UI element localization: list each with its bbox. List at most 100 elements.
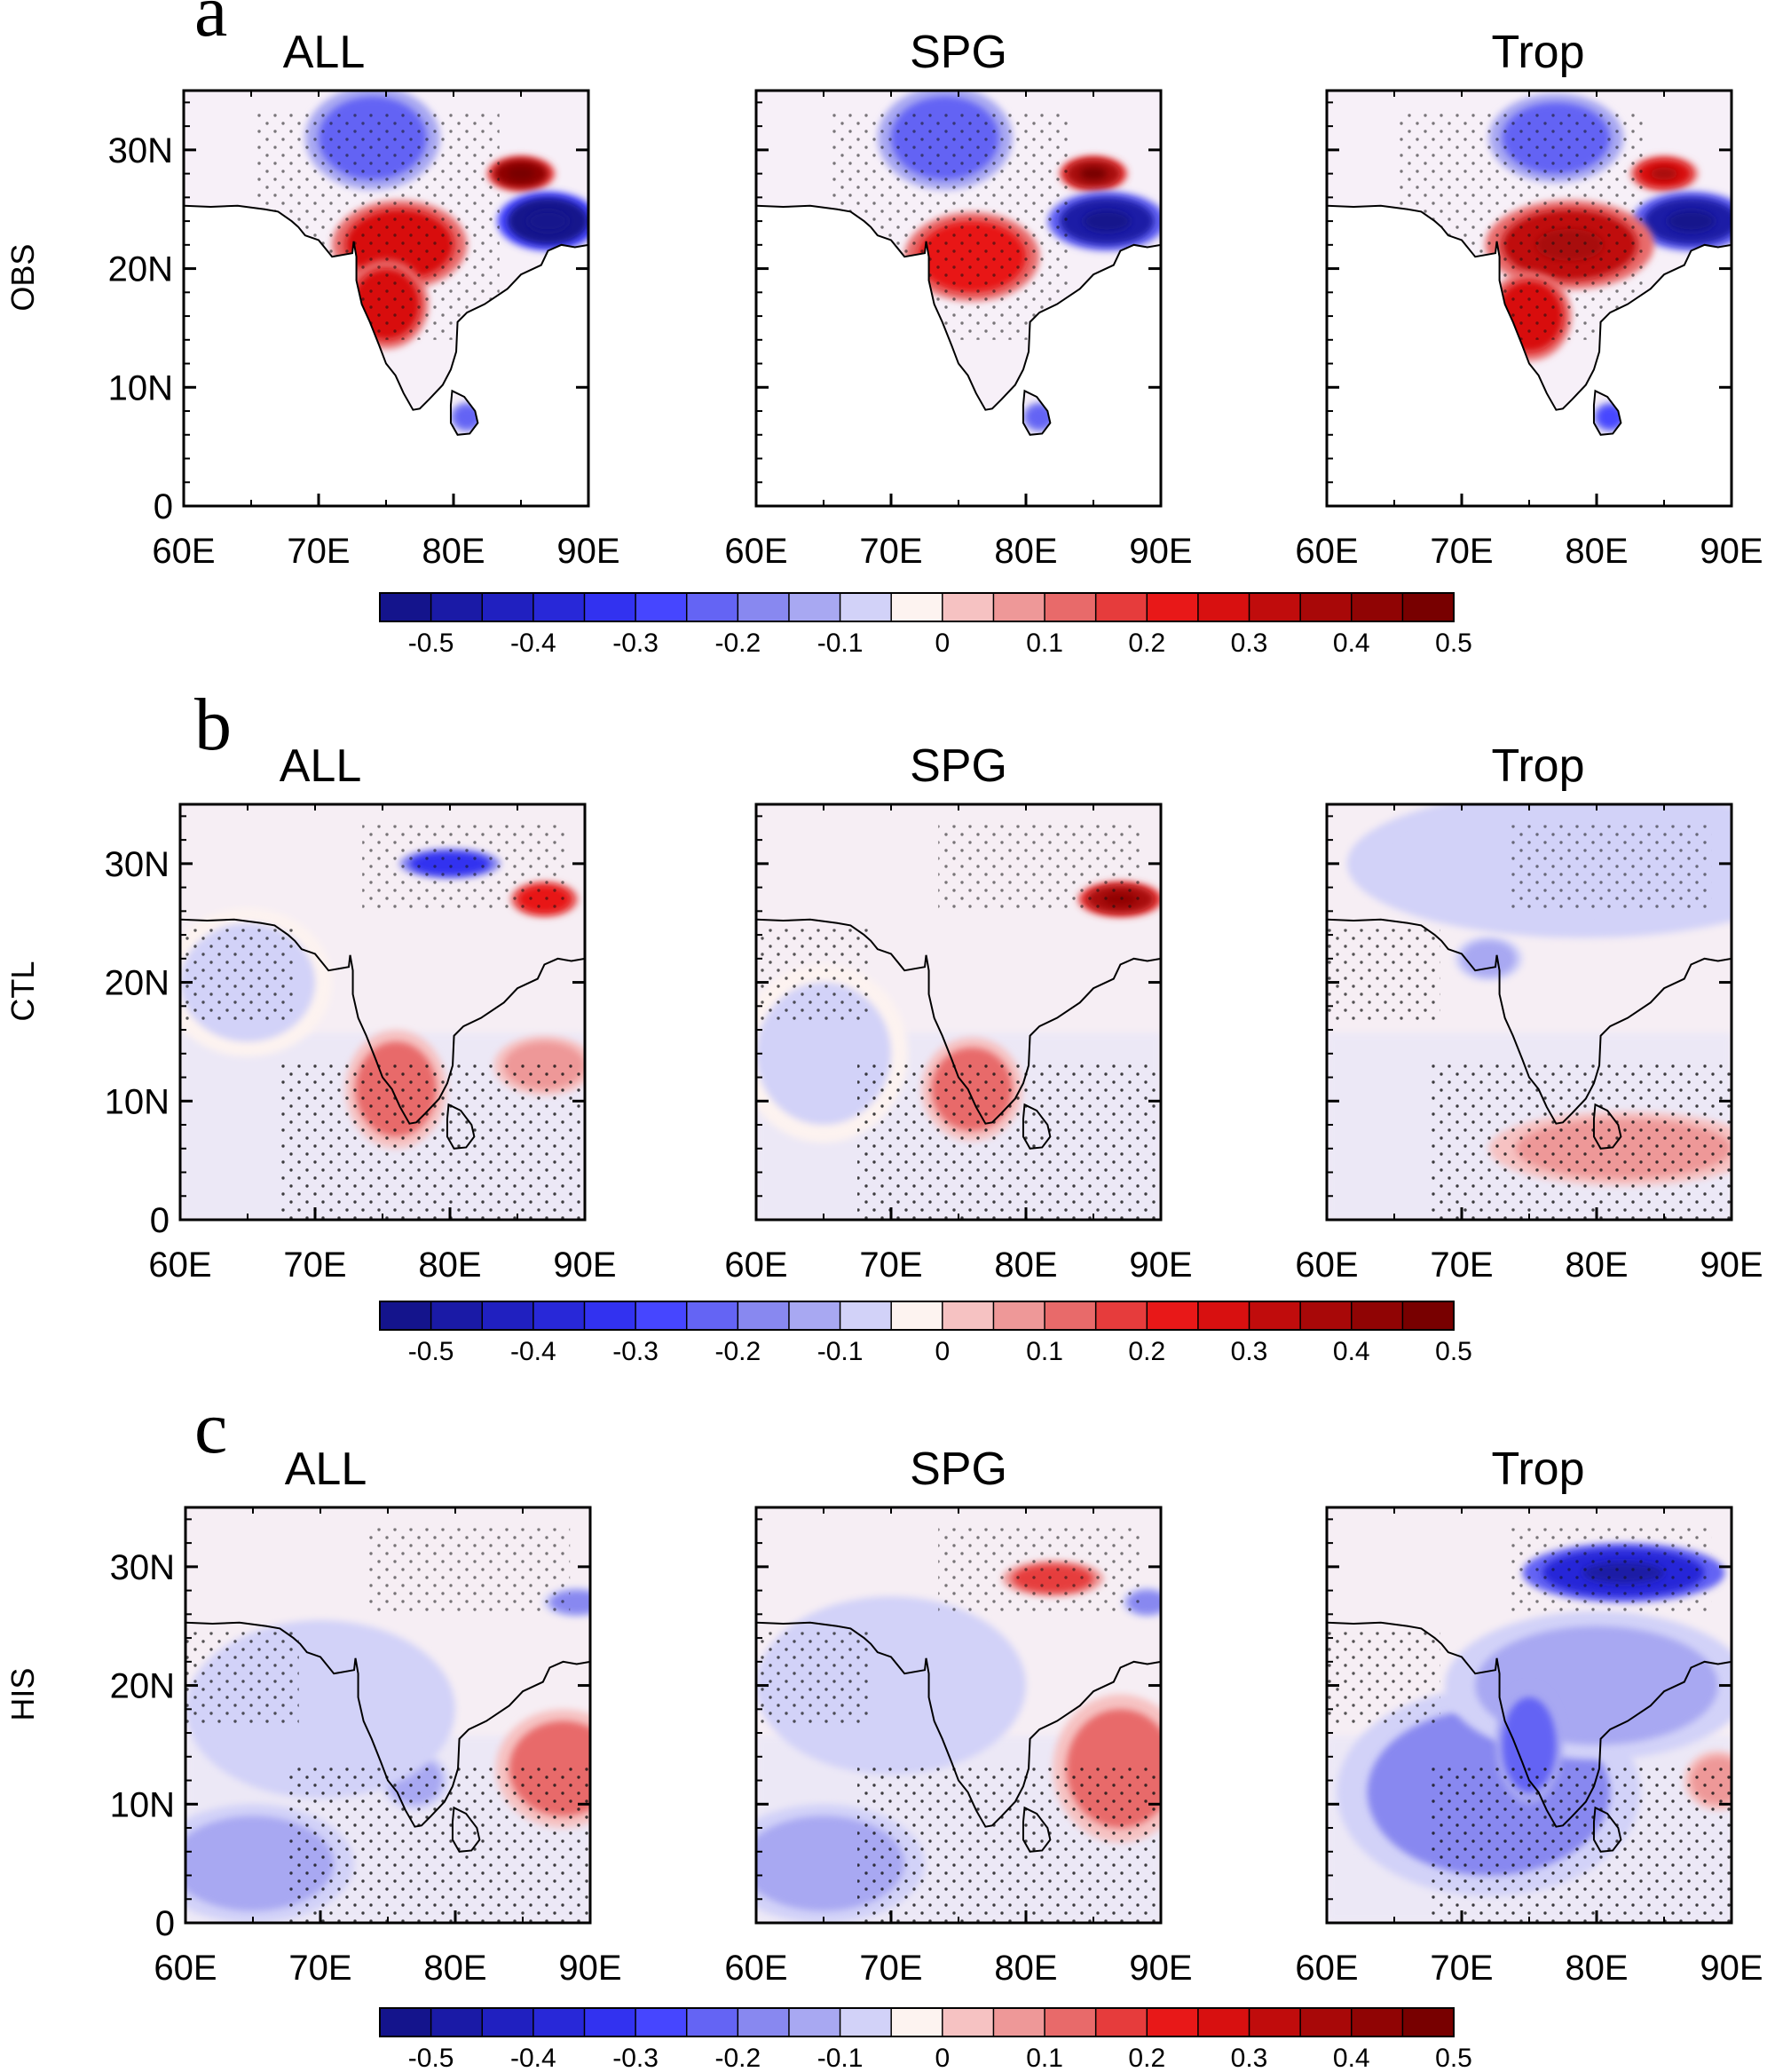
row-ylabel: OBS <box>4 244 41 312</box>
x-tick-label: 90E <box>556 532 619 571</box>
x-tick-label: 80E <box>1565 1949 1628 1988</box>
map-panel: SPG 60E 70E 80E 90E <box>724 27 1192 571</box>
colorbar-swatch <box>584 2008 636 2036</box>
colorbar-label: 0.2 <box>1128 2044 1165 2072</box>
panel-title: ALL <box>283 27 366 78</box>
x-tick-label: 80E <box>423 1949 486 1988</box>
colorbar-label: 0.4 <box>1333 1337 1370 1366</box>
map-panel: SPG 60E 70E 80E 90E <box>724 740 1192 1285</box>
colorbar-label: 0.3 <box>1231 629 1268 658</box>
y-tick-label: 30N <box>110 1548 175 1587</box>
colorbar-label: 0.1 <box>1026 1337 1063 1366</box>
x-tick-label: 60E <box>1295 1949 1358 1988</box>
colorbar-swatch <box>635 593 688 621</box>
coastline <box>1327 204 1732 411</box>
colorbar-swatch <box>1300 2008 1353 2036</box>
sri-lanka-coastline <box>451 1806 481 1853</box>
anomaly-blob <box>1462 940 1516 977</box>
colorbar-swatch <box>738 2008 790 2036</box>
colorbar-label: 0.4 <box>1333 629 1370 658</box>
colorbar-swatch <box>532 2008 585 2036</box>
y-tick-label: 20N <box>105 964 170 1003</box>
colorbar-label: -0.5 <box>408 629 454 658</box>
colorbar-swatch <box>1197 593 1250 621</box>
colorbar-label: 0 <box>935 2044 950 2072</box>
map-panel: Trop 60E 70E 80E 90E <box>1295 27 1763 571</box>
x-tick-label: 70E <box>287 532 350 571</box>
x-tick-label: 80E <box>994 1246 1057 1285</box>
colorbar-swatch <box>942 593 994 621</box>
stippling <box>756 1632 870 1724</box>
colorbar-swatch <box>1197 2008 1250 2036</box>
colorbar-swatch <box>686 593 738 621</box>
colorbar-swatch <box>840 593 892 621</box>
colorbar-swatch <box>532 593 585 621</box>
anomaly-core <box>507 167 535 180</box>
x-tick-label: 80E <box>994 532 1057 571</box>
coastline <box>180 918 585 1125</box>
colorbar-frame <box>379 592 1455 622</box>
x-tick-label: 60E <box>724 1246 787 1285</box>
coastline <box>756 204 1161 411</box>
x-tick-label: 90E <box>1129 1949 1192 1988</box>
stippling <box>367 1528 571 1611</box>
panel-title: ALL <box>280 740 362 792</box>
colorbar-swatch <box>1045 593 1097 621</box>
sri-lanka-coastline <box>1592 389 1622 436</box>
coastline <box>756 1621 1161 1828</box>
colorbar-swatch <box>738 1301 790 1330</box>
y-tick-label: 0 <box>154 487 173 526</box>
stippling <box>857 1765 1161 1923</box>
x-tick-label: 80E <box>422 532 485 571</box>
x-tick-label: 90E <box>558 1949 621 1988</box>
colorbar-label: -0.4 <box>510 629 556 658</box>
map-panel: ALL 60E 70E 80E 90E 0 10N 20N 30N <box>110 1443 622 1988</box>
colorbar-swatch <box>942 1301 994 1330</box>
panel-title: SPG <box>910 740 1007 792</box>
colorbar-label: 0.1 <box>1026 2044 1063 2072</box>
colorbar-label: -0.1 <box>817 1337 864 1366</box>
colorbar-label: -0.3 <box>612 629 659 658</box>
colorbar-frame <box>379 2007 1455 2037</box>
x-tick-label: 90E <box>1700 1246 1763 1285</box>
x-tick-label: 90E <box>1700 532 1763 571</box>
colorbar-swatch <box>891 2008 943 2036</box>
colorbar-label: -0.1 <box>817 629 864 658</box>
colorbar-swatch <box>788 593 841 621</box>
colorbar-label: 0.5 <box>1435 2044 1472 2072</box>
x-tick-label: 60E <box>724 532 787 571</box>
colorbar-label: -0.2 <box>714 629 761 658</box>
sri-lanka-coastline <box>446 1103 476 1150</box>
stippling <box>857 1062 1161 1220</box>
colorbar-swatch <box>1095 1301 1148 1330</box>
y-tick-label: 10N <box>108 368 173 407</box>
colorbar-swatch <box>1147 2008 1199 2036</box>
anomaly-core <box>527 210 569 233</box>
stippling <box>1400 111 1643 340</box>
colorbar-swatch <box>532 1301 585 1330</box>
coastline <box>1327 1621 1732 1828</box>
colorbar-swatch <box>1249 593 1301 621</box>
colorbar-label: -0.3 <box>612 1337 659 1366</box>
colorbar-swatch <box>840 1301 892 1330</box>
colorbar-swatch <box>1351 2008 1403 2036</box>
stippling <box>829 111 1072 340</box>
stippling <box>185 1632 299 1724</box>
colorbar-label: -0.2 <box>714 1337 761 1366</box>
colorbar-swatch <box>1402 1301 1455 1330</box>
colorbar: -0.5 -0.4 -0.3 -0.2 -0.1 0 0.1 0.2 0.3 0.4 0.5 <box>379 2007 1472 2072</box>
colorbar-swatch <box>686 2008 738 2036</box>
anomaly-core <box>1079 167 1108 180</box>
x-tick-label: 80E <box>1565 532 1628 571</box>
colorbar-swatch <box>1249 2008 1301 2036</box>
x-tick-label: 90E <box>1129 532 1192 571</box>
x-tick-label: 70E <box>859 1246 922 1285</box>
colorbar-label: 0.2 <box>1128 629 1165 658</box>
anomaly-blob <box>1597 405 1624 430</box>
stippling <box>1327 1632 1440 1724</box>
colorbar-swatch <box>1402 593 1455 621</box>
stippling <box>362 825 565 908</box>
sri-lanka-coastline <box>1022 1806 1052 1853</box>
coastline <box>1327 918 1732 1125</box>
